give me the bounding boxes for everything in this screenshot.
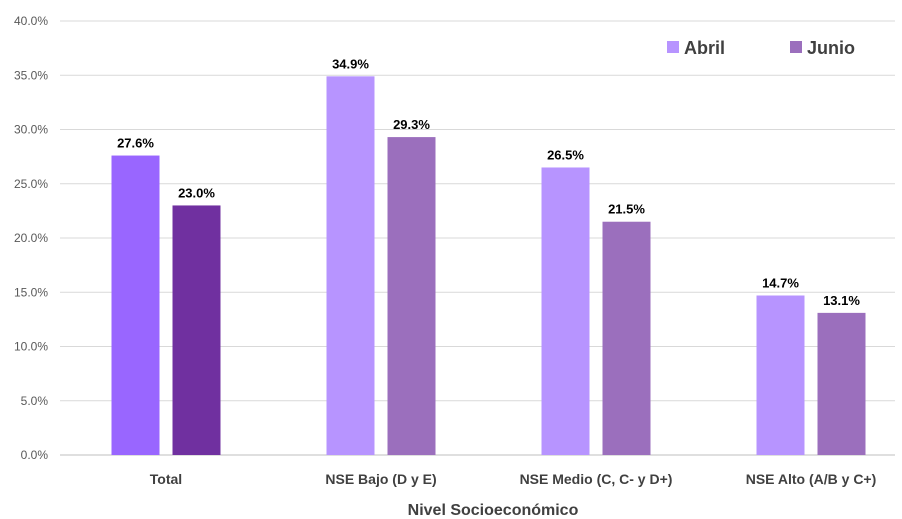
data-label: 14.7%	[762, 276, 799, 291]
y-tick-label: 25.0%	[14, 177, 48, 191]
bar-junio-1	[387, 137, 436, 455]
x-category-label: Total	[150, 471, 182, 487]
bar-abril-1	[326, 76, 375, 456]
data-label: 34.9%	[332, 56, 369, 71]
bar-junio-2	[602, 221, 651, 455]
y-tick-label: 0.0%	[21, 448, 49, 462]
legend-swatch-junio	[790, 41, 802, 53]
legend-label: Abril	[684, 38, 725, 58]
x-category-label: NSE Medio (C, C- y D+)	[520, 471, 673, 487]
x-axis: Total NSE Bajo (D y E) NSE Medio (C, C- y …	[150, 471, 876, 487]
bar-junio-3	[817, 312, 866, 455]
bar-abril-3	[756, 295, 805, 455]
data-label: 29.3%	[393, 117, 430, 132]
y-axis: 0.0% 5.0% 10.0% 15.0% 20.0% 25.0% 30.0% 35.0% 40…	[14, 14, 48, 462]
bar-abril-0	[111, 155, 160, 456]
y-tick-label: 35.0%	[14, 68, 48, 82]
data-labels: 27.6% 23.0% 34.9% 29.3% 26.5% 21.5% 14.7% 13.1%	[117, 56, 860, 308]
x-axis-title: Nivel Socioeconómico	[408, 502, 579, 519]
y-tick-label: 10.0%	[14, 340, 48, 354]
y-tick-label: 30.0%	[14, 123, 48, 137]
x-category-label: NSE Bajo (D y E)	[325, 471, 436, 487]
legend-label: Junio	[807, 38, 855, 58]
data-label: 23.0%	[178, 185, 215, 200]
bar-abril-2	[541, 167, 590, 455]
y-tick-label: 15.0%	[14, 285, 48, 299]
data-label: 21.5%	[608, 202, 645, 217]
x-category-label: NSE Alto (A/B y C+)	[746, 471, 877, 487]
data-label: 26.5%	[547, 147, 584, 162]
data-label: 27.6%	[117, 136, 154, 151]
data-label: 13.1%	[823, 293, 860, 308]
y-tick-label: 5.0%	[21, 394, 49, 408]
bars	[111, 76, 866, 456]
y-tick-label: 20.0%	[14, 231, 48, 245]
legend: Abril Junio	[667, 38, 855, 58]
y-tick-label: 40.0%	[14, 14, 48, 28]
bar-junio-0	[172, 205, 221, 455]
legend-swatch-abril	[667, 41, 679, 53]
